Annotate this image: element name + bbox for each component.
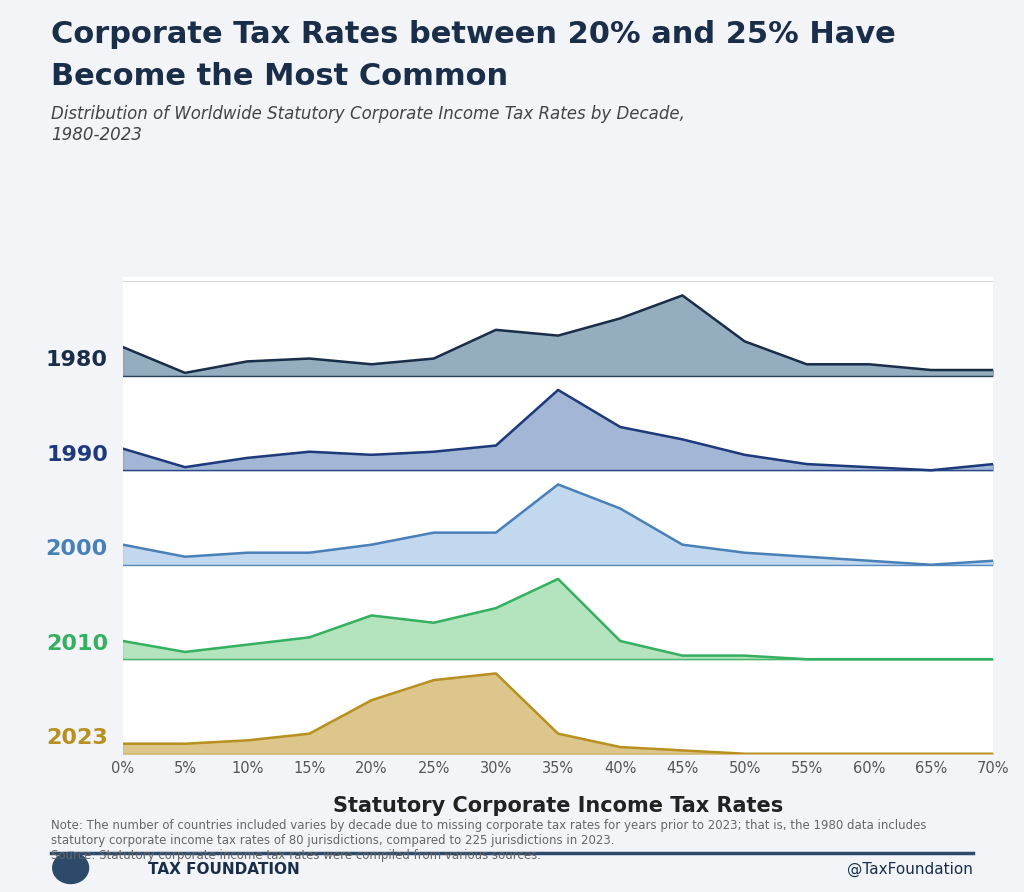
Text: Become the Most Common: Become the Most Common [51, 62, 508, 92]
Text: @TaxFoundation: @TaxFoundation [847, 862, 973, 877]
Text: TAX FOUNDATION: TAX FOUNDATION [148, 862, 300, 877]
Text: 2010: 2010 [46, 633, 108, 654]
Text: 1980: 1980 [46, 350, 108, 370]
Text: Note: The number of countries included varies by decade due to missing corporate: Note: The number of countries included v… [51, 819, 927, 862]
Text: Statutory Corporate Income Tax Rates: Statutory Corporate Income Tax Rates [333, 796, 783, 815]
Circle shape [53, 853, 88, 883]
Text: 2023: 2023 [46, 728, 108, 748]
Text: 1990: 1990 [46, 444, 108, 465]
Text: Corporate Tax Rates between 20% and 25% Have: Corporate Tax Rates between 20% and 25% … [51, 20, 896, 49]
Text: 2000: 2000 [46, 539, 108, 559]
Text: Distribution of Worldwide Statutory Corporate Income Tax Rates by Decade,
1980-2: Distribution of Worldwide Statutory Corp… [51, 105, 685, 144]
